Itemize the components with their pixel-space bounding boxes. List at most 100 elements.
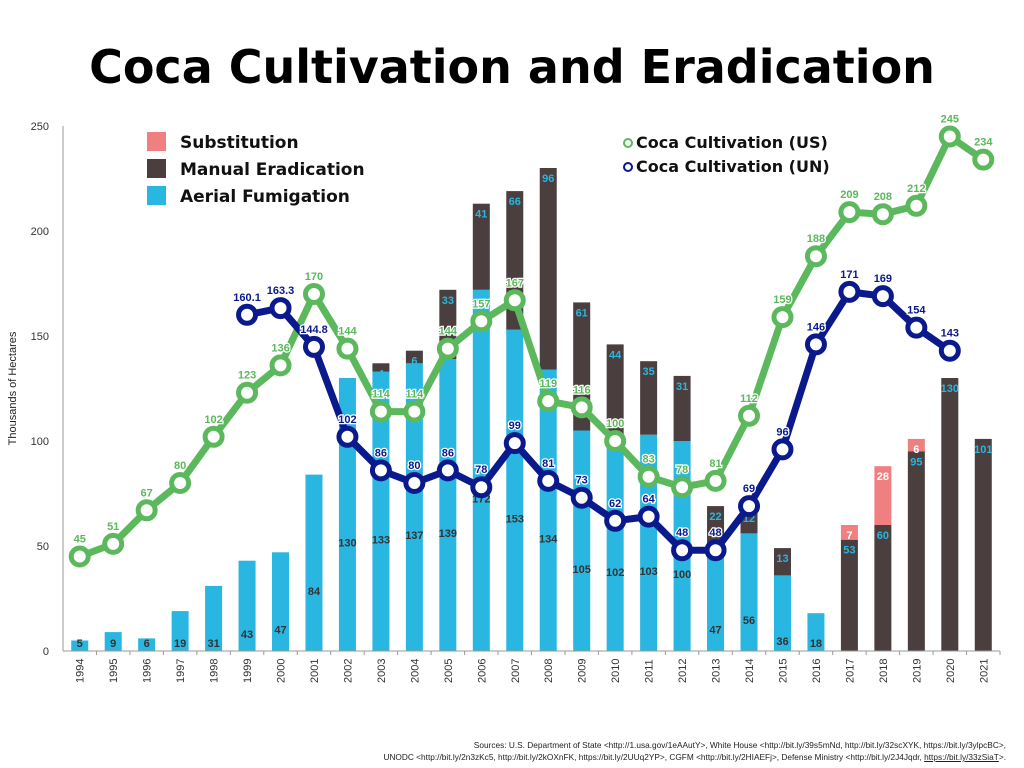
- x-tick-label: 1998: [209, 659, 221, 683]
- x-tick-label: 2000: [276, 659, 288, 683]
- line-data-label-us-cultivation: 67: [141, 487, 153, 499]
- bar-substitution: [840, 525, 858, 540]
- bar-data-label: 22: [709, 511, 721, 523]
- bar-aerial-fumigation: [807, 613, 825, 651]
- bar-data-label: 66: [509, 196, 521, 208]
- bar-data-label: 4: [378, 368, 385, 380]
- point-un-cultivation: [336, 425, 359, 448]
- x-tick-label: 1997: [175, 659, 187, 683]
- sources-line-1: Sources: U.S. Department of State <http:…: [473, 740, 1006, 750]
- bar-data-label: 43: [241, 629, 253, 641]
- y-tick-label: 0: [43, 646, 49, 658]
- point-un-cultivation: [704, 539, 727, 562]
- legend-swatch-substitution: [147, 132, 166, 151]
- line-data-label-us-cultivation: 114: [372, 389, 391, 401]
- bar-aerial-fumigation: [740, 533, 758, 651]
- x-tick-label: 2021: [978, 659, 990, 683]
- point-us-cultivation: [537, 390, 560, 413]
- bar-data-label: 100: [673, 569, 691, 581]
- x-tick-label: 2010: [610, 659, 622, 683]
- point-us-cultivation: [135, 499, 158, 522]
- x-tick-label: 2012: [677, 659, 689, 683]
- line-data-label-un-cultivation: 48: [676, 527, 688, 539]
- bar-data-label: 47: [709, 625, 721, 637]
- bar-aerial-fumigation: [272, 552, 290, 651]
- point-un-cultivation: [436, 459, 459, 482]
- bar-data-label: 6: [144, 638, 150, 650]
- bar-aerial-fumigation: [138, 638, 156, 651]
- point-us-cultivation: [202, 425, 225, 448]
- point-un-cultivation: [938, 339, 961, 362]
- bar-aerial-fumigation: [573, 430, 591, 651]
- line-data-label-us-cultivation: 159: [773, 294, 791, 306]
- x-tick-label: 2008: [543, 659, 555, 683]
- line-data-label-us-cultivation: 123: [238, 370, 256, 382]
- point-us-cultivation: [236, 381, 259, 404]
- x-tick-label: 2015: [777, 659, 789, 683]
- point-un-cultivation: [871, 285, 894, 308]
- bar-data-label: 134: [539, 533, 558, 545]
- point-un-cultivation: [369, 459, 392, 482]
- x-tick-label: 2018: [878, 659, 890, 683]
- sources-link[interactable]: https://bit.ly/33zSiaT: [924, 752, 999, 762]
- point-un-cultivation: [269, 297, 292, 320]
- legend-marker-us: [623, 138, 633, 148]
- line-data-label-us-cultivation: 170: [305, 271, 323, 283]
- y-tick-label: 200: [31, 226, 49, 238]
- point-un-cultivation: [771, 438, 794, 461]
- x-tick-label: 1995: [108, 659, 120, 683]
- x-tick-label: 2003: [376, 659, 388, 683]
- line-data-label-us-cultivation: 188: [807, 233, 825, 245]
- x-tick-label: 2006: [476, 659, 488, 683]
- line-data-label-un-cultivation: 154: [907, 305, 926, 317]
- point-un-cultivation: [302, 335, 325, 358]
- point-us-cultivation: [671, 476, 694, 499]
- bar-data-label: 13: [776, 553, 788, 565]
- line-data-label-us-cultivation: 212: [907, 183, 925, 195]
- point-us-cultivation: [738, 404, 761, 427]
- legend-marker-un: [623, 162, 633, 172]
- bar-data-label: 44: [609, 349, 622, 361]
- point-un-cultivation: [838, 280, 861, 303]
- bar-data-label: 36: [776, 636, 788, 648]
- bar-data-label: 33: [442, 295, 454, 307]
- x-tick-label: 2005: [443, 659, 455, 683]
- bar-manual-eradication: [405, 350, 423, 364]
- line-data-label-us-cultivation: 78: [676, 464, 688, 476]
- bar-manual-eradication: [606, 344, 624, 437]
- line-data-label-us-cultivation: 167: [506, 277, 524, 289]
- x-tick-label: 2002: [342, 659, 354, 683]
- bar-manual-eradication: [673, 375, 691, 441]
- bar-data-label: 18: [810, 638, 822, 650]
- bar-data-label: 102: [606, 567, 624, 579]
- point-us-cultivation: [972, 148, 995, 171]
- bar-manual-eradication: [974, 438, 992, 651]
- sources-note: Sources: U.S. Department of State <http:…: [6, 739, 1006, 763]
- bar-aerial-fumigation: [405, 363, 423, 651]
- line-data-label-us-cultivation: 119: [539, 378, 557, 390]
- line-data-label-un-cultivation: 73: [576, 475, 588, 487]
- line-data-label-us-cultivation: 144: [338, 326, 357, 338]
- line-data-label-us-cultivation: 80: [174, 460, 186, 472]
- bar-data-label: 6: [411, 356, 417, 368]
- bar-aerial-fumigation: [439, 359, 457, 651]
- line-data-label-us-cultivation: 83: [643, 454, 655, 466]
- point-us-cultivation: [68, 545, 91, 568]
- x-tick-label: 2001: [309, 659, 321, 683]
- bar-manual-eradication: [773, 548, 791, 576]
- line-data-label-un-cultivation: 62: [609, 498, 621, 510]
- point-us-cultivation: [871, 203, 894, 226]
- legend-layer: Substitution Manual Eradication Aerial Fum…: [147, 132, 830, 207]
- line-data-label-us-cultivation: 102: [204, 414, 222, 426]
- bar-data-label: 105: [573, 564, 591, 576]
- bar-substitution: [907, 438, 925, 452]
- point-us-cultivation: [838, 201, 861, 224]
- line-data-label-un-cultivation: 163.3: [267, 285, 295, 297]
- legend-swatch-aerial-fumigation: [147, 186, 166, 205]
- line-data-label-un-cultivation: 81: [542, 458, 554, 470]
- line-data-label-un-cultivation: 86: [442, 447, 454, 459]
- point-us-cultivation: [336, 337, 359, 360]
